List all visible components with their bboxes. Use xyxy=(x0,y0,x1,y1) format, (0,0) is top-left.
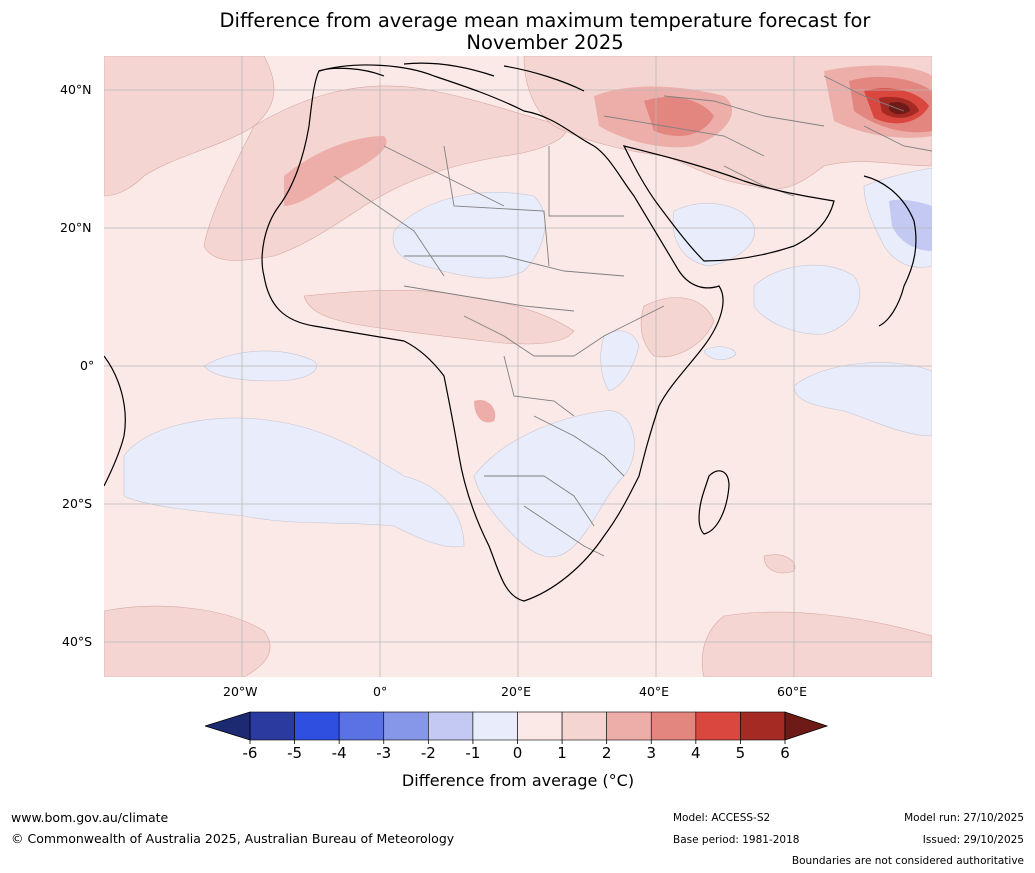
warm-moderate-angola xyxy=(474,400,496,423)
tick-label: -5 xyxy=(287,744,303,762)
coastlines xyxy=(104,62,917,602)
colorbar-title: Difference from average (°C) xyxy=(300,771,736,790)
lat-label-equator: 0° xyxy=(80,358,95,373)
lon-label-60e: 60°E xyxy=(777,684,808,699)
forecast-map xyxy=(104,56,932,677)
colorbar-high-extension xyxy=(784,711,829,741)
cool-region-southern-africa xyxy=(473,410,635,558)
lat-label-40s: 40°S xyxy=(62,634,93,649)
colorbar-cell xyxy=(428,711,474,741)
colorbar-title-unit: °C xyxy=(608,771,628,790)
tick-label: -6 xyxy=(242,744,258,762)
colorbar-low-extension xyxy=(203,711,251,741)
tick-label: 6 xyxy=(780,744,790,762)
cool-anomaly-strong xyxy=(889,199,932,251)
warm-region-northwest-africa xyxy=(203,85,567,261)
south-america-coastline xyxy=(104,355,126,487)
colorbar-cell xyxy=(740,711,786,741)
warm-region-north-atlantic xyxy=(104,56,275,197)
warm-moderate-morocco xyxy=(284,136,387,206)
colorbar-cell xyxy=(383,711,429,741)
colorbar-title-prefix: Difference from average ( xyxy=(401,771,609,790)
tick-label: -3 xyxy=(376,744,392,762)
cool-region-arabian-sea xyxy=(753,264,861,335)
tick-label: 2 xyxy=(601,744,612,762)
mediterranean-north xyxy=(318,62,585,92)
graticule xyxy=(104,56,932,677)
colorbar-svg xyxy=(203,711,829,744)
colorbar-tickmarks xyxy=(249,740,786,744)
footer-model: Model: ACCESS-S2 xyxy=(673,812,771,824)
lon-label-0: 0° xyxy=(373,684,388,699)
colorbar-cells xyxy=(249,711,786,741)
colorbar-cell xyxy=(472,711,518,741)
warm-region-south-ocean xyxy=(104,605,271,677)
footer-copyright: © Commonwealth of Australia 2025, Austra… xyxy=(11,831,455,846)
footer-issued: Issued: 29/10/2025 xyxy=(922,834,1024,846)
lat-label-20s: 20°S xyxy=(62,496,93,511)
colorbar-cell xyxy=(695,711,741,741)
tick-label: 4 xyxy=(691,744,701,762)
footer-disclaimer: Boundaries are not considered authoritat… xyxy=(791,855,1024,867)
cool-region-east-africa xyxy=(600,330,640,392)
warm-anomaly-regions xyxy=(104,56,932,677)
warm-region-south-indian xyxy=(701,611,932,677)
cool-region-small-1 xyxy=(703,346,737,360)
tick-label: -2 xyxy=(420,744,436,762)
colorbar-cell xyxy=(338,711,385,741)
tick-label: 3 xyxy=(646,744,657,762)
tick-label: 0 xyxy=(512,744,523,762)
tick-label: -4 xyxy=(331,744,347,762)
warm-region-sahel xyxy=(303,289,575,345)
lat-label-20n: 20°N xyxy=(60,220,92,235)
arabia-coastline xyxy=(622,145,835,262)
tick-label: -1 xyxy=(465,744,481,762)
country-borders xyxy=(333,75,932,557)
warm-strong-iran xyxy=(644,96,714,136)
india-coastline xyxy=(863,175,917,327)
lon-label-40e: 40°E xyxy=(639,684,670,699)
warm-region-horn xyxy=(640,297,715,358)
map-canvas xyxy=(104,56,932,677)
title-line-1: Difference from average mean maximum tem… xyxy=(219,9,871,32)
map-title: Difference from average mean maximum tem… xyxy=(150,10,940,54)
footer-base-period: Base period: 1981-2018 xyxy=(673,834,800,846)
lon-label-20w: 20°W xyxy=(223,684,258,699)
cool-region-indian-ocean xyxy=(793,362,932,437)
footer-url[interactable]: www.bom.gov.au/climate xyxy=(11,810,169,825)
cool-strong-india xyxy=(889,199,932,251)
colorbar-cell xyxy=(561,711,607,741)
colorbar xyxy=(203,711,830,745)
colorbar-cell xyxy=(517,711,563,741)
warm-extreme-gt6 xyxy=(889,102,910,115)
colorbar-cell xyxy=(606,711,652,741)
colorbar-title-suffix: ) xyxy=(627,771,635,790)
colorbar-cell xyxy=(249,711,295,741)
colorbar-cell xyxy=(294,711,340,741)
tick-label: 5 xyxy=(735,744,746,762)
colorbar-cell xyxy=(650,711,697,741)
madagascar-coastline xyxy=(698,470,730,535)
warm-anomaly-extreme xyxy=(864,88,929,124)
africa-coastline xyxy=(261,64,724,602)
lat-label-40n: 40°N xyxy=(60,82,92,97)
title-line-2: November 2025 xyxy=(466,31,624,54)
lon-label-20e: 20°E xyxy=(501,684,532,699)
tick-label: 1 xyxy=(557,744,567,762)
footer-model-run: Model run: 27/10/2025 xyxy=(904,812,1024,824)
